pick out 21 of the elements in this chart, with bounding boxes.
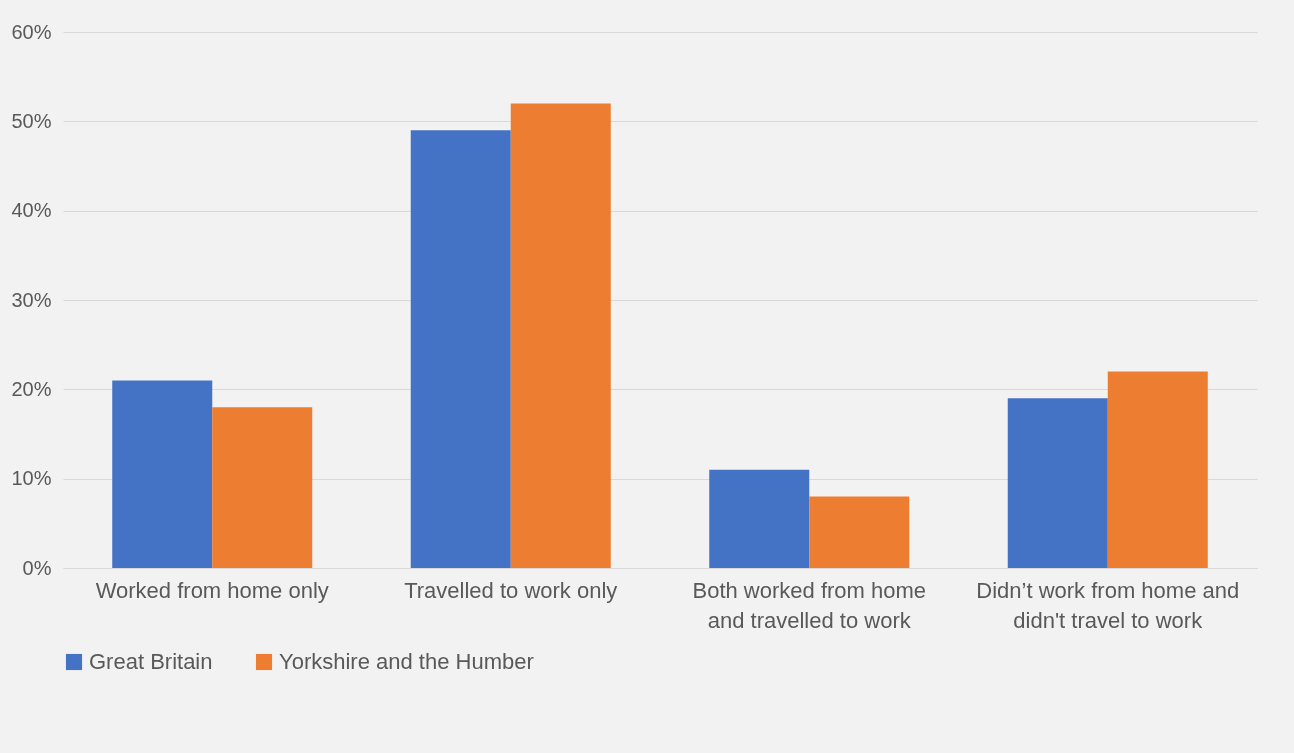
legend-label: Yorkshire and the Humber (279, 649, 534, 674)
bar (809, 496, 910, 568)
bar (709, 469, 810, 568)
bar (510, 103, 611, 568)
x-tick-label: Travelled to work only (404, 577, 618, 603)
x-tick-label: Worked from home only (95, 577, 329, 603)
legend-label: Great Britain (89, 649, 213, 674)
y-tick-label: 20% (11, 377, 52, 400)
bar (112, 380, 213, 568)
y-tick-label: 30% (11, 288, 52, 311)
y-tick-label: 60% (11, 20, 52, 43)
bar (1007, 398, 1108, 568)
bar (212, 407, 313, 568)
y-tick-label: 10% (11, 467, 52, 490)
y-tick-label: 0% (22, 556, 52, 579)
bar (1107, 371, 1208, 568)
x-tick-label: Both worked from home and travelled to work (692, 577, 927, 633)
bar (410, 130, 511, 568)
y-tick-label: 50% (11, 109, 52, 132)
x-tick-label: Didn’t work from home and didn't travel to work (976, 577, 1240, 633)
y-tick-label: 40% (11, 199, 52, 222)
